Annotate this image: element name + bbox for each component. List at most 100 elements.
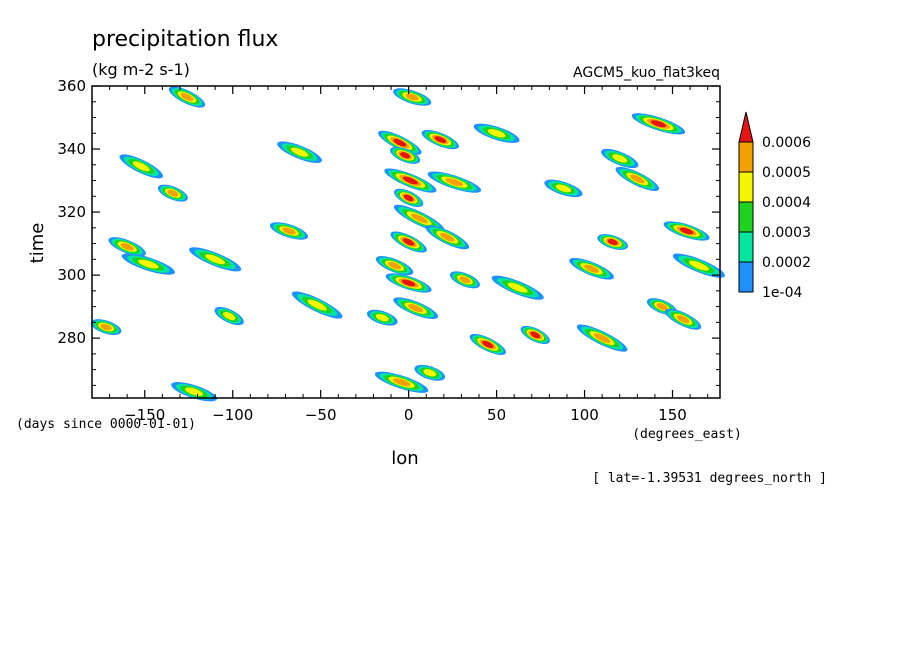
contour-band: [392, 378, 411, 387]
precip-feature: [277, 141, 322, 164]
precip-feature: [597, 234, 629, 250]
colorbar-label: 0.0006: [762, 135, 811, 151]
contour-band: [180, 93, 194, 102]
contour-band: [132, 161, 150, 172]
precip-feature: [544, 179, 583, 198]
contour-band: [530, 331, 541, 339]
precip-feature: [385, 273, 432, 293]
contour-band: [403, 194, 414, 202]
colorbar-swatch: [738, 231, 754, 263]
contour-band: [688, 260, 709, 271]
precip-feature: [393, 88, 432, 106]
colorbar-swatch: [738, 261, 754, 293]
contour-band: [120, 243, 134, 251]
precip-feature: [414, 364, 446, 381]
contour-band: [408, 304, 424, 313]
precip-feature: [576, 324, 628, 352]
x-axis-units: (degrees_east): [632, 427, 742, 442]
contour-band: [507, 282, 528, 293]
contour-band: [205, 254, 226, 265]
contour-field: [90, 86, 725, 402]
contour-band: [612, 154, 628, 163]
precip-feature: [157, 184, 188, 202]
contour-band: [555, 184, 572, 193]
contour-band: [676, 315, 690, 324]
precip-feature: [425, 225, 470, 250]
colorbar-label: 1e-04: [762, 285, 802, 301]
x-axis-label: lon: [391, 448, 418, 469]
chart-title: precipitation flux: [92, 27, 278, 52]
plot-frame: [91, 85, 721, 399]
contour-band: [282, 227, 296, 235]
x-tick-label: 150: [658, 406, 687, 424]
precip-feature: [393, 297, 439, 320]
x-tick-label: −150: [124, 406, 165, 424]
y-tick-label: 320: [57, 203, 86, 221]
y-tick-label: 360: [57, 77, 86, 95]
colorbar-swatch: [738, 201, 754, 233]
contour-band: [434, 136, 447, 143]
contour-band: [440, 232, 455, 242]
contour-band: [307, 299, 327, 311]
contour-band: [402, 176, 418, 185]
precip-feature: [631, 113, 686, 135]
precip-feature: [421, 129, 460, 150]
precip-feature: [449, 271, 480, 289]
x-axis: −150 −100 −50 0 50 100 150: [109, 86, 709, 424]
contour-band: [223, 311, 236, 321]
contour-band: [410, 213, 428, 224]
y-tick-label: 300: [57, 266, 86, 284]
contour-band: [100, 323, 112, 331]
precip-feature: [473, 123, 520, 143]
precip-feature: [491, 275, 544, 300]
precip-feature: [171, 382, 217, 402]
contour-band: [393, 138, 407, 147]
x-tick-label: 100: [570, 406, 599, 424]
contour-band: [679, 227, 694, 235]
precip-feature: [269, 222, 309, 240]
precip-feature: [374, 371, 429, 393]
contour-band: [185, 387, 203, 396]
precip-feature: [189, 247, 242, 272]
contour-band: [482, 340, 494, 349]
precip-feature: [520, 325, 550, 345]
contour-band: [138, 259, 159, 269]
precip-feature: [390, 231, 427, 253]
precip-feature: [663, 221, 710, 241]
x-tick-label: 0: [404, 406, 414, 424]
latitude-note: [ lat=-1.39531 degrees_north ]: [592, 471, 827, 486]
contour-band: [375, 313, 389, 322]
colorbar: 1e-04 0.0002 0.0003 0.0004 0.0005 0.0006: [738, 111, 811, 301]
contour-band: [593, 333, 611, 343]
contour-band: [487, 129, 506, 138]
contour-band: [405, 93, 419, 101]
contour-band: [650, 120, 667, 128]
precip-feature: [393, 188, 424, 208]
precip-feature: [168, 86, 206, 108]
contour-band: [656, 303, 668, 311]
colorbar-label: 0.0004: [762, 195, 811, 211]
precip-feature: [664, 308, 702, 330]
y-axis-label: time: [27, 223, 48, 264]
colorbar-arrow: [738, 111, 754, 143]
precip-feature: [601, 148, 639, 169]
colorbar-label: 0.0002: [762, 255, 811, 271]
contour-band: [445, 178, 464, 187]
precip-feature: [291, 291, 343, 319]
precip-feature: [427, 171, 482, 193]
precip-feature: [375, 256, 414, 276]
precip-feature: [214, 306, 244, 326]
contour-band: [290, 147, 309, 157]
contour-band: [584, 264, 600, 273]
precip-feature: [384, 168, 437, 193]
dataset-label: AGCM5_kuo_flat3keq: [573, 65, 720, 81]
colorbar-swatch: [738, 141, 754, 173]
precip-feature: [378, 130, 422, 155]
contour-band: [459, 276, 471, 284]
contour-band: [402, 238, 415, 246]
precip-feature: [90, 319, 122, 336]
contour-band: [607, 239, 618, 245]
x-tick-label: −100: [212, 406, 253, 424]
colorbar-label: 0.0005: [762, 165, 811, 181]
y-tick-label: 340: [57, 140, 86, 158]
